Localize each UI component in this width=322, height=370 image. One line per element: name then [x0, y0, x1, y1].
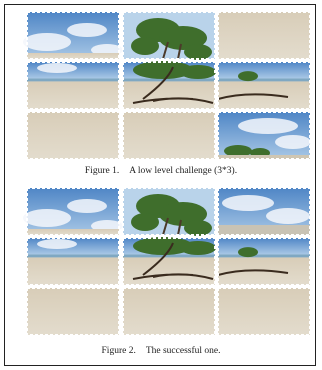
puzzle-tile — [218, 288, 310, 335]
cloud — [37, 239, 77, 249]
puzzle-tile — [27, 62, 119, 109]
sea — [123, 78, 215, 81]
figures — [0, 0, 322, 370]
puzzle-tile — [218, 188, 310, 235]
puzzle-tile — [27, 112, 119, 159]
cloud — [222, 195, 274, 211]
sky — [218, 62, 310, 78]
shore — [218, 225, 310, 235]
cloud — [23, 209, 71, 227]
sand — [123, 257, 215, 285]
cloud — [67, 23, 107, 37]
puzzle-tile — [218, 112, 311, 159]
sand — [218, 288, 310, 335]
sand — [27, 112, 119, 159]
cloud — [67, 199, 107, 213]
sand — [123, 81, 215, 109]
foliage — [180, 241, 216, 255]
sea — [123, 254, 215, 257]
foliage — [131, 213, 159, 231]
caption: Figure 1. A low level challenge (3*3). — [0, 166, 322, 176]
caption-text: The successful one. — [146, 346, 221, 356]
puzzle-tile — [218, 238, 310, 285]
sand — [123, 112, 215, 159]
foliage — [184, 220, 212, 236]
puzzle-tile — [123, 12, 215, 60]
sea — [218, 254, 310, 257]
sand — [123, 288, 215, 335]
sand — [27, 288, 119, 335]
sky — [218, 238, 310, 254]
cloud — [275, 135, 311, 149]
puzzle-tile — [23, 12, 123, 59]
cloud — [266, 208, 310, 224]
caption: Figure 2. The successful one. — [0, 346, 322, 356]
sea — [218, 78, 310, 81]
foliage — [180, 65, 216, 79]
sand — [27, 81, 119, 109]
cloud — [238, 118, 298, 134]
puzzle-tile — [123, 188, 215, 236]
cloud — [37, 63, 77, 73]
puzzle-tile — [218, 62, 310, 109]
caption-label: Figure 2. — [102, 346, 136, 356]
foliage — [238, 247, 258, 257]
puzzle-tile — [27, 238, 119, 285]
cloud — [23, 33, 71, 51]
puzzle-tile — [123, 288, 215, 335]
puzzle-tile — [218, 12, 310, 59]
sea — [27, 254, 119, 257]
foliage — [238, 71, 258, 81]
sand — [27, 257, 119, 285]
puzzle-tile — [27, 288, 119, 335]
puzzle-tile — [123, 112, 215, 159]
caption-text: A low level challenge (3*3). — [129, 166, 237, 176]
page: Figure 1. A low level challenge (3*3). Fi… — [0, 0, 322, 370]
puzzle-tile — [23, 188, 123, 235]
foliage — [131, 37, 159, 55]
puzzle-tile — [123, 61, 216, 109]
caption-label: Figure 1. — [85, 166, 119, 176]
foliage — [184, 44, 212, 60]
sea — [27, 78, 119, 81]
puzzle-tile — [123, 237, 216, 285]
sand — [218, 12, 310, 59]
